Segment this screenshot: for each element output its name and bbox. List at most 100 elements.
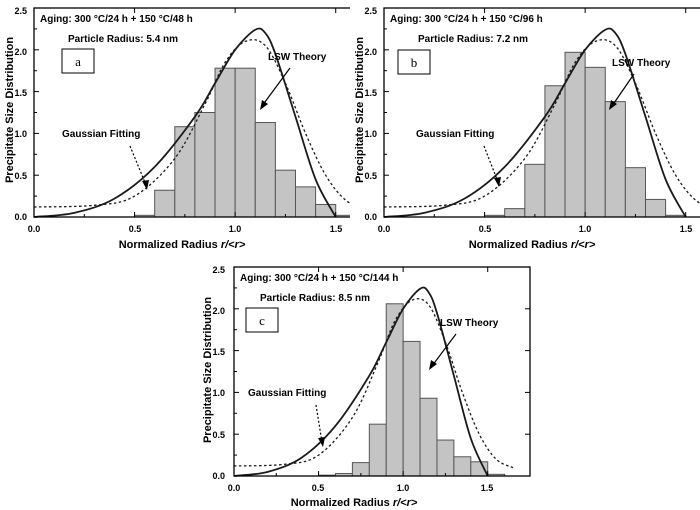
panel-c: Precipitate Size Distribution 0.0 0.5 1.… — [202, 265, 531, 509]
x-tick-label: 1.0 — [397, 483, 410, 493]
plot-area — [33, 7, 350, 218]
lsw-label: LSW Theory — [440, 318, 499, 329]
plot-area — [383, 7, 700, 218]
lsw-arrowhead — [429, 360, 437, 370]
gauss-arrowhead — [318, 437, 325, 447]
y-tick-label: 1.5 — [14, 88, 27, 98]
y-tick-labels: 0.0 0.5 1.0 1.5 2.0 2.5 — [212, 265, 225, 481]
gauss-arrow — [315, 404, 323, 443]
histogram-bar — [453, 456, 472, 477]
panel-letter: c — [259, 313, 265, 328]
lsw-arrowhead — [609, 100, 617, 110]
histogram-bar — [644, 198, 667, 218]
x-axis-label-text: Normalized Radius — [291, 497, 390, 509]
gauss-label: Gaussian Fitting — [62, 129, 140, 140]
y-tick-label: 0.0 — [212, 471, 225, 481]
x-tick-label: 0.5 — [479, 224, 492, 234]
x-axis-label: Normalized Radius r/<r> — [291, 497, 418, 509]
gauss-arrow — [483, 145, 499, 183]
histogram-bar — [524, 163, 546, 218]
gauss-arrowhead — [142, 180, 149, 190]
y-axis-label: Precipitate Size Distribution — [354, 37, 366, 183]
panel-letter: a — [75, 54, 81, 69]
x-axis-label-text: Normalized Radius — [119, 239, 218, 251]
x-tick-label: 1.5 — [330, 224, 343, 234]
panel-letter-box — [61, 48, 95, 74]
histogram-bar — [194, 112, 216, 218]
x-tick-label: 1.5 — [680, 224, 693, 234]
y-tick-label: 1.0 — [212, 388, 225, 398]
histogram-bar — [584, 66, 606, 218]
gauss-label: Gaussian Fitting — [248, 388, 326, 399]
lsw-label: LSW Theory — [612, 58, 671, 69]
particle-radius-label: Particle Radius: 8.5 nm — [260, 293, 370, 304]
aging-label: Aging: 300 °C/24 h + 150 °C/48 h — [40, 14, 193, 25]
histogram-bar — [544, 85, 566, 218]
panel-letter-box — [245, 307, 279, 333]
y-tick-label: 2.5 — [364, 6, 377, 16]
y-axis-label: Precipitate Size Distribution — [4, 37, 16, 183]
y-tick-label: 2.0 — [364, 47, 377, 57]
histogram-bar — [624, 167, 646, 218]
y-tick-label: 0.5 — [14, 171, 27, 181]
histogram-bar — [154, 189, 176, 218]
aging-label: Aging: 300 °C/24 h + 150 °C/96 h — [390, 14, 543, 25]
histogram-bar — [214, 67, 236, 218]
lsw-arrow — [261, 67, 291, 107]
y-tick-label: 0.5 — [364, 171, 377, 181]
y-tick-label: 1.5 — [364, 88, 377, 98]
y-tick-labels: 0.0 0.5 1.0 1.5 2.0 2.5 — [364, 6, 377, 222]
aging-label: Aging: 300 °C/24 h + 150 °C/144 h — [240, 273, 398, 284]
x-axis-label-symbol: r/<r> — [393, 497, 418, 509]
y-tick-label: 1.0 — [14, 129, 27, 139]
y-tick-label: 2.0 — [212, 306, 225, 316]
histogram-bar — [419, 397, 438, 477]
panel-a: Precipitate Size Distribution 0.0 0.5 1.… — [4, 6, 350, 251]
lsw-arrowhead — [260, 100, 268, 110]
particle-radius-label: Particle Radius: 5.4 nm — [68, 34, 178, 45]
y-tick-label: 0.0 — [14, 212, 27, 222]
histogram-bar — [385, 303, 404, 477]
lsw-arrow — [611, 73, 635, 107]
gauss-label: Gaussian Fitting — [416, 129, 494, 140]
x-tick-labels: 0.0 0.5 1.0 1.5 — [228, 483, 494, 493]
panel-letter: b — [411, 55, 418, 70]
y-tick-labels: 0.0 0.5 1.0 1.5 2.0 2.5 — [14, 6, 27, 222]
gaussian-curve — [33, 39, 350, 208]
x-axis-label-symbol: r/<r> — [221, 239, 246, 251]
y-tick-label: 2.0 — [14, 47, 27, 57]
x-tick-label: 1.0 — [229, 224, 242, 234]
x-tick-label: 1.0 — [579, 224, 592, 234]
x-axis-label: Normalized Radius r/<r> — [469, 239, 596, 251]
y-tick-label: 1.0 — [364, 129, 377, 139]
panel-b: Precipitate Size Distribution 0.0 0.5 1.… — [354, 6, 700, 251]
x-axis-label-symbol: r/<r> — [571, 239, 596, 251]
y-tick-label: 1.5 — [212, 347, 225, 357]
gauss-arrowhead — [494, 177, 501, 187]
x-tick-label: 0.5 — [129, 224, 142, 234]
x-tick-label: 0.0 — [228, 483, 241, 493]
x-axis-label: Normalized Radius r/<r> — [119, 239, 246, 251]
y-tick-label: 2.5 — [14, 6, 27, 16]
x-tick-label: 0.5 — [312, 483, 325, 493]
x-tick-labels: 0.0 0.5 1.0 1.5 — [28, 224, 343, 234]
histogram-bar — [604, 101, 626, 218]
particle-radius-label: Particle Radius: 7.2 nm — [418, 34, 528, 45]
plot-area — [233, 266, 531, 477]
histogram-bar — [504, 208, 526, 218]
y-tick-label: 0.0 — [364, 212, 377, 222]
histogram-bar — [294, 186, 317, 218]
y-axis-label: Precipitate Size Distribution — [202, 297, 214, 443]
x-axis-label-text: Normalized Radius — [469, 239, 568, 251]
histogram-bar — [234, 67, 256, 218]
lsw-arrow — [431, 333, 457, 367]
x-tick-labels: 0.0 0.5 1.0 1.5 — [378, 224, 693, 234]
lsw-label: LSW Theory — [268, 52, 327, 63]
histogram-bar — [402, 340, 421, 477]
x-tick-label: 1.5 — [481, 483, 494, 493]
y-tick-label: 2.5 — [212, 265, 225, 275]
histogram-bar — [254, 122, 276, 218]
gaussian-curve — [233, 298, 514, 469]
histogram-bar — [368, 423, 387, 477]
gaussian-curve — [383, 39, 700, 208]
